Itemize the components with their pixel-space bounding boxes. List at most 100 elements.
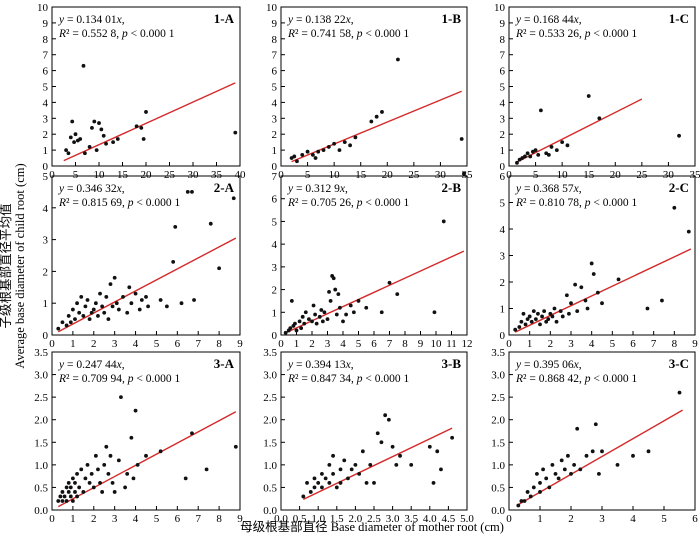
- data-point: [127, 285, 132, 290]
- x-tick-label: 0: [49, 513, 55, 525]
- x-tick-label: 1: [70, 338, 76, 350]
- y-tick-label: 1: [272, 307, 278, 319]
- data-point: [386, 417, 391, 422]
- data-point: [73, 481, 77, 485]
- y-tick-label: 0: [500, 161, 506, 173]
- equation-line: y = 0.134 01x,: [58, 14, 125, 26]
- y-tick-label: 2.0: [491, 415, 505, 427]
- data-point: [432, 310, 437, 315]
- data-point: [87, 317, 92, 321]
- y-tick-label: 10: [37, 2, 49, 14]
- y-tick-label: 2.5: [34, 392, 48, 404]
- x-tick-label: 0: [506, 338, 512, 350]
- data-point: [289, 299, 294, 303]
- y-tick-label: 0: [500, 330, 506, 342]
- data-point: [573, 282, 578, 287]
- data-point: [586, 94, 591, 98]
- x-tick-label: 9: [237, 513, 243, 525]
- x-tick-label: 0.0: [274, 513, 288, 525]
- data-point: [133, 408, 138, 413]
- y-tick-label: 0.0: [491, 505, 505, 517]
- data-point: [338, 467, 343, 472]
- fit-line: [291, 90, 462, 163]
- data-point: [548, 311, 553, 316]
- data-point: [583, 298, 588, 303]
- data-point: [110, 304, 115, 309]
- data-point: [131, 476, 136, 481]
- data-point: [575, 309, 580, 314]
- y-tick-label: 5: [500, 82, 506, 94]
- data-point: [68, 320, 73, 325]
- data-point: [353, 462, 358, 467]
- y-tick-label: 2.5: [263, 392, 277, 404]
- x-tick-label: 2: [91, 513, 97, 525]
- panel-2-A: 0 1 2 3 4 5 6 7 8 9 0 1 2 3 4 5 y = 0.346 32x, R² = 0.815…: [43, 171, 244, 350]
- data-point: [538, 322, 542, 327]
- data-point: [409, 462, 414, 467]
- data-point: [115, 137, 120, 141]
- data-point: [320, 471, 324, 476]
- data-point: [302, 321, 307, 326]
- data-point: [554, 148, 559, 153]
- data-point: [677, 133, 681, 138]
- data-point: [308, 490, 313, 494]
- data-point: [565, 143, 570, 148]
- data-point: [349, 467, 354, 472]
- y-tick-label: 2: [43, 129, 49, 141]
- x-tick-label: 4.5: [442, 513, 456, 525]
- data-point: [108, 282, 113, 287]
- data-point: [94, 148, 99, 153]
- data-point: [645, 306, 650, 311]
- data-point: [320, 485, 324, 490]
- x-tick-label: 5: [154, 513, 160, 525]
- data-point: [597, 116, 602, 121]
- data-point: [575, 426, 580, 431]
- data-point: [100, 490, 105, 494]
- data-point: [112, 490, 117, 494]
- y-tick-label: 6: [272, 194, 278, 206]
- x-tick-label: 9: [418, 338, 424, 350]
- data-point: [572, 462, 576, 467]
- data-point: [114, 301, 119, 306]
- data-point: [68, 494, 73, 499]
- y-tick-label: 2: [500, 129, 506, 141]
- x-tick-label: 3: [112, 338, 118, 350]
- data-point: [538, 490, 542, 494]
- data-point: [660, 298, 664, 303]
- data-point: [615, 462, 620, 467]
- data-point: [73, 132, 78, 137]
- data-point: [116, 458, 121, 463]
- data-point: [73, 490, 77, 494]
- data-point: [70, 119, 75, 124]
- data-point: [89, 310, 94, 315]
- data-point: [81, 490, 86, 494]
- data-point: [394, 462, 399, 467]
- data-point: [337, 148, 342, 153]
- panel-label: 2-B: [442, 180, 462, 195]
- x-tick-label: 4: [133, 513, 139, 525]
- x-tick-label: 1: [527, 338, 533, 350]
- y-tick-label: 2.0: [34, 415, 48, 427]
- y-tick-label: 10: [494, 2, 506, 14]
- x-tick-label: 4.0: [423, 513, 437, 525]
- plot-frame: [51, 175, 241, 336]
- data-point: [595, 290, 600, 295]
- r2-p-line: R² = 0.810 78, p < 0.000 1: [515, 197, 637, 209]
- y-tick-label: 3: [272, 262, 278, 274]
- data-point: [332, 141, 337, 146]
- equation-line: y = 0.247 44x,: [58, 359, 125, 371]
- y-tick-label: 1.5: [34, 437, 48, 449]
- data-point: [589, 261, 594, 266]
- x-tick-label: 20: [610, 169, 622, 181]
- x-tick-label: 10: [329, 169, 341, 181]
- data-point: [217, 266, 222, 271]
- panel-label: 2-C: [669, 180, 689, 195]
- data-point: [70, 307, 75, 312]
- x-tick-label: 5: [73, 169, 79, 181]
- data-point: [584, 453, 589, 458]
- x-tick-label: 0.5: [293, 513, 307, 525]
- x-tick-label: 1: [70, 513, 76, 525]
- data-point: [380, 110, 384, 114]
- data-point: [579, 285, 584, 290]
